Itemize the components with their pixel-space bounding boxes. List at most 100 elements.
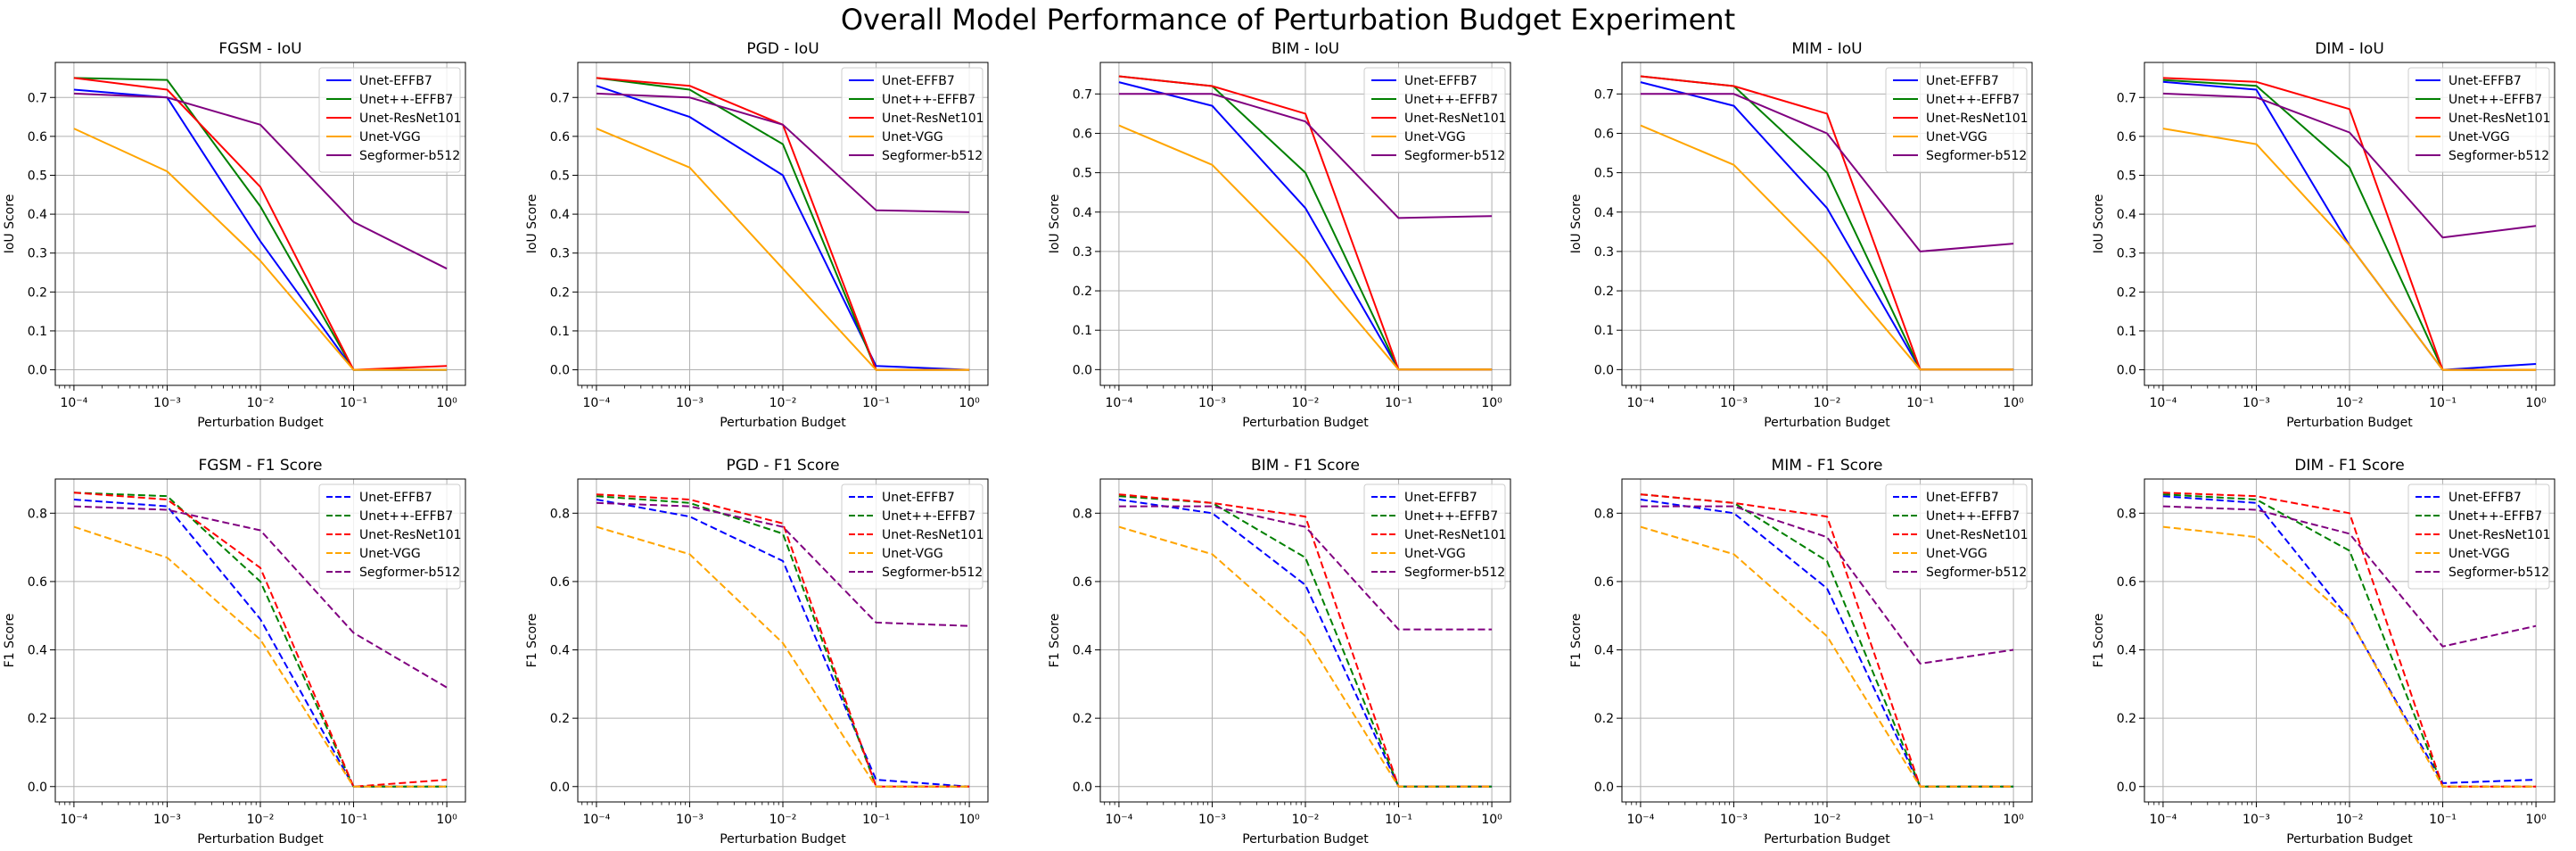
y-tick-label: 0.4 <box>2117 644 2136 658</box>
legend-label: Unet-VGG <box>2448 130 2510 145</box>
y-tick-label: 0.1 <box>550 325 570 339</box>
legend-box <box>1885 67 2028 173</box>
figure-title: Overall Model Performance of Perturbatio… <box>840 3 1736 37</box>
legend-label: Unet-EFFB7 <box>1404 491 1477 505</box>
legend-label: Segformer-b512 <box>882 566 983 580</box>
axes-frame <box>54 62 466 386</box>
y-tick-label: 0.3 <box>2117 247 2136 261</box>
series-line-unet-vgg <box>596 128 970 371</box>
x-axis-label: Perturbation Budget <box>1242 832 1369 847</box>
legend-label: Unet++-EFFB7 <box>2448 93 2542 107</box>
y-tick-label: 0.5 <box>1073 167 1092 181</box>
series-line-unet-vgg <box>2162 525 2537 788</box>
y-tick-label: 0.3 <box>28 247 47 261</box>
y-axis-label: F1 Score <box>1048 614 1062 668</box>
series-line-segformer-b512 <box>2162 505 2537 648</box>
legend-box <box>1885 483 2028 590</box>
legend-label: Segformer-b512 <box>882 149 983 163</box>
series-line-unet-vgg <box>2162 128 2537 371</box>
y-tick-label: 0.7 <box>1073 87 1092 102</box>
y-tick-label: 0.6 <box>2117 575 2136 590</box>
legend-label: Unet-ResNet101 <box>1926 528 2029 542</box>
x-tick-label: 10⁻³ <box>1198 396 1226 410</box>
y-tick-label: 0.5 <box>550 169 570 183</box>
y-tick-label: 0.4 <box>2117 208 2136 222</box>
x-tick-label: 10⁻¹ <box>1906 813 1934 827</box>
legend-label: Unet-EFFB7 <box>882 74 955 88</box>
series-line-unet-vgg <box>596 525 970 788</box>
x-tick-label: 10⁰ <box>1481 813 1502 827</box>
legend-label: Unet-ResNet101 <box>2448 112 2551 126</box>
series-line-segformer-b512 <box>1640 505 2014 665</box>
legend-label: Unet-ResNet101 <box>1404 112 1507 126</box>
y-tick-label: 0.6 <box>1594 575 1614 590</box>
y-tick-label: 0.5 <box>28 169 47 183</box>
x-tick-label: 10⁻² <box>1292 813 1320 827</box>
x-tick-label: 10⁻¹ <box>1906 396 1934 410</box>
legend-label: Segformer-b512 <box>2448 149 2549 163</box>
subplot-title: FGSM - IoU <box>218 40 301 58</box>
subplot-title: PGD - F1 Score <box>726 457 839 475</box>
legend: Unet-EFFB7 Unet++-EFFB7 Unet-ResNet101 Unet… <box>1885 67 2029 173</box>
x-tick-label: 10⁻² <box>1814 813 1841 827</box>
y-tick-label: 0.7 <box>1594 87 1614 102</box>
x-tick-label: 10⁻² <box>247 813 275 827</box>
subplot-title: FGSM - F1 Score <box>199 457 323 475</box>
legend-label: Segformer-b512 <box>1404 566 1505 580</box>
series-line-unet-vgg <box>1640 525 2014 788</box>
legend-label: Unet++-EFFB7 <box>1404 93 1498 107</box>
legend-box <box>1363 67 1506 173</box>
x-tick-label: 10⁻⁴ <box>1105 396 1132 410</box>
legend-label: Unet-EFFB7 <box>882 491 955 505</box>
legend-label: Unet++-EFFB7 <box>1926 93 2020 107</box>
y-tick-label: 0.6 <box>1594 127 1614 141</box>
x-tick-label: 10⁻⁴ <box>1626 396 1654 410</box>
subplot-mim-iou: 0.0 0.1 0.2 0.3 0.4 0.5 0.6 0.7 10⁻⁴ 10⁻³ 10⁻² 10⁻¹… <box>1569 40 2033 430</box>
series-line-unet-vgg <box>1118 124 1493 371</box>
y-tick-label: 0.0 <box>1073 363 1092 377</box>
y-tick-label: 0.3 <box>1594 245 1614 260</box>
legend-label: Unet++-EFFB7 <box>359 509 453 524</box>
series-line-unet-effb7 <box>596 85 970 371</box>
legend-label: Unet-VGG <box>882 547 943 561</box>
axes-frame <box>1621 478 2033 803</box>
x-axis-label: Perturbation Budget <box>2286 832 2413 847</box>
series-line-unet-vgg <box>73 128 448 371</box>
subplot-title: PGD - IoU <box>746 40 819 58</box>
legend: Unet-EFFB7 Unet++-EFFB7 Unet-ResNet101 Unet… <box>1363 483 1507 590</box>
y-axis-label: IoU Score <box>525 194 539 254</box>
x-tick-label: 10⁰ <box>436 396 457 410</box>
x-axis-label: Perturbation Budget <box>1242 416 1369 430</box>
y-tick-label: 0.2 <box>1594 712 1614 726</box>
legend-label: Unet-VGG <box>1404 130 1466 145</box>
series-line-unet-vgg <box>1640 124 2014 371</box>
x-tick-label: 10⁻³ <box>1198 813 1226 827</box>
series-line-unet-resnet101 <box>73 492 448 788</box>
legend-label: Unet-VGG <box>2448 547 2510 561</box>
x-axis-label: Perturbation Budget <box>1764 416 1890 430</box>
legend-label: Unet-ResNet101 <box>359 112 462 126</box>
series-line-segformer-b512 <box>1640 93 2014 252</box>
x-tick-label: 10⁻³ <box>676 396 704 410</box>
legend: Unet-EFFB7 Unet++-EFFB7 Unet-ResNet101 Unet… <box>841 483 984 590</box>
y-axis-label: F1 Score <box>525 614 539 668</box>
legend-label: Unet-ResNet101 <box>359 528 462 542</box>
y-tick-label: 0.0 <box>2117 781 2136 795</box>
legend-label: Segformer-b512 <box>1926 566 2027 580</box>
legend-box <box>2407 483 2550 590</box>
legend-label: Segformer-b512 <box>1404 149 1505 163</box>
legend: Unet-EFFB7 Unet++-EFFB7 Unet-ResNet101 Unet… <box>318 483 462 590</box>
legend-label: Unet++-EFFB7 <box>359 93 453 107</box>
legend-label: Segformer-b512 <box>2448 566 2549 580</box>
x-tick-label: 10⁻⁴ <box>60 813 87 827</box>
y-tick-label: 0.6 <box>550 130 570 145</box>
x-axis-label: Perturbation Budget <box>197 832 324 847</box>
legend-label: Unet-VGG <box>882 130 943 145</box>
y-tick-label: 0.8 <box>1594 507 1614 521</box>
legend-box <box>318 67 461 173</box>
x-tick-label: 10⁰ <box>1481 396 1502 410</box>
y-tick-label: 0.2 <box>28 285 47 300</box>
series-line-segformer-b512 <box>73 505 448 689</box>
x-axis-label: Perturbation Budget <box>2286 416 2413 430</box>
y-tick-label: 0.7 <box>550 91 570 105</box>
